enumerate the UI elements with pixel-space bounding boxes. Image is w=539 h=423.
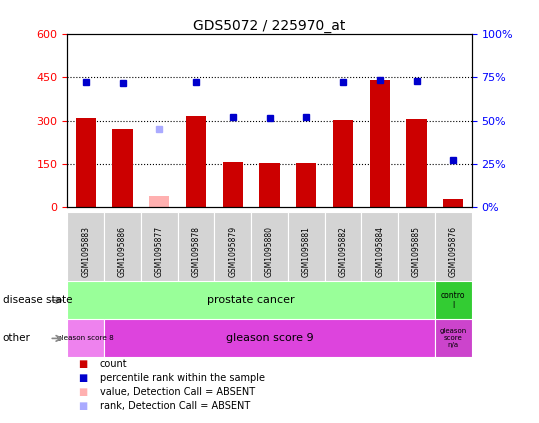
Bar [288,212,324,292]
Text: ■: ■ [78,387,87,397]
Text: ■: ■ [78,359,87,369]
Bar [178,212,215,292]
Text: GSM1095885: GSM1095885 [412,226,421,277]
Text: ■: ■ [78,373,87,383]
Title: GDS5072 / 225970_at: GDS5072 / 225970_at [194,19,345,33]
Bar [398,212,435,292]
Text: GSM1095884: GSM1095884 [375,226,384,277]
Bar [324,212,361,292]
Text: GSM1095878: GSM1095878 [191,226,201,277]
Bar [75,118,96,207]
Bar [141,212,178,292]
Bar [296,163,316,207]
Text: GSM1095880: GSM1095880 [265,226,274,277]
Text: value, Detection Call = ABSENT: value, Detection Call = ABSENT [100,387,255,397]
Text: count: count [100,359,127,369]
Bar [223,162,243,207]
Text: gleason
score
n/a: gleason score n/a [440,328,467,349]
Text: GSM1095879: GSM1095879 [228,226,237,277]
Bar [113,129,133,207]
Bar [406,119,426,207]
Text: disease state: disease state [3,295,72,305]
Text: GSM1095877: GSM1095877 [155,226,164,277]
Bar [186,116,206,207]
Bar [435,319,472,357]
Bar [251,212,288,292]
Text: GSM1095882: GSM1095882 [338,226,348,277]
Bar [259,163,280,207]
Bar [443,199,464,207]
Text: GSM1095886: GSM1095886 [118,226,127,277]
Bar [67,212,104,292]
Bar [104,212,141,292]
Text: percentile rank within the sample: percentile rank within the sample [100,373,265,383]
Text: gleason score 9: gleason score 9 [226,333,313,343]
Text: rank, Detection Call = ABSENT: rank, Detection Call = ABSENT [100,401,250,411]
Text: GSM1095883: GSM1095883 [81,226,90,277]
Text: ■: ■ [78,401,87,411]
Text: GSM1095881: GSM1095881 [302,226,311,277]
Bar [435,212,472,292]
Bar [104,319,435,357]
Text: other: other [3,333,31,343]
Text: contro
l: contro l [441,291,466,310]
Bar [370,80,390,207]
Bar [361,212,398,292]
Bar [435,281,472,319]
Text: prostate cancer: prostate cancer [208,295,295,305]
Bar [215,212,251,292]
Bar [149,196,169,207]
Bar [67,319,104,357]
Bar [333,120,353,207]
Text: GSM1095876: GSM1095876 [449,226,458,277]
Text: gleason score 8: gleason score 8 [57,335,114,341]
